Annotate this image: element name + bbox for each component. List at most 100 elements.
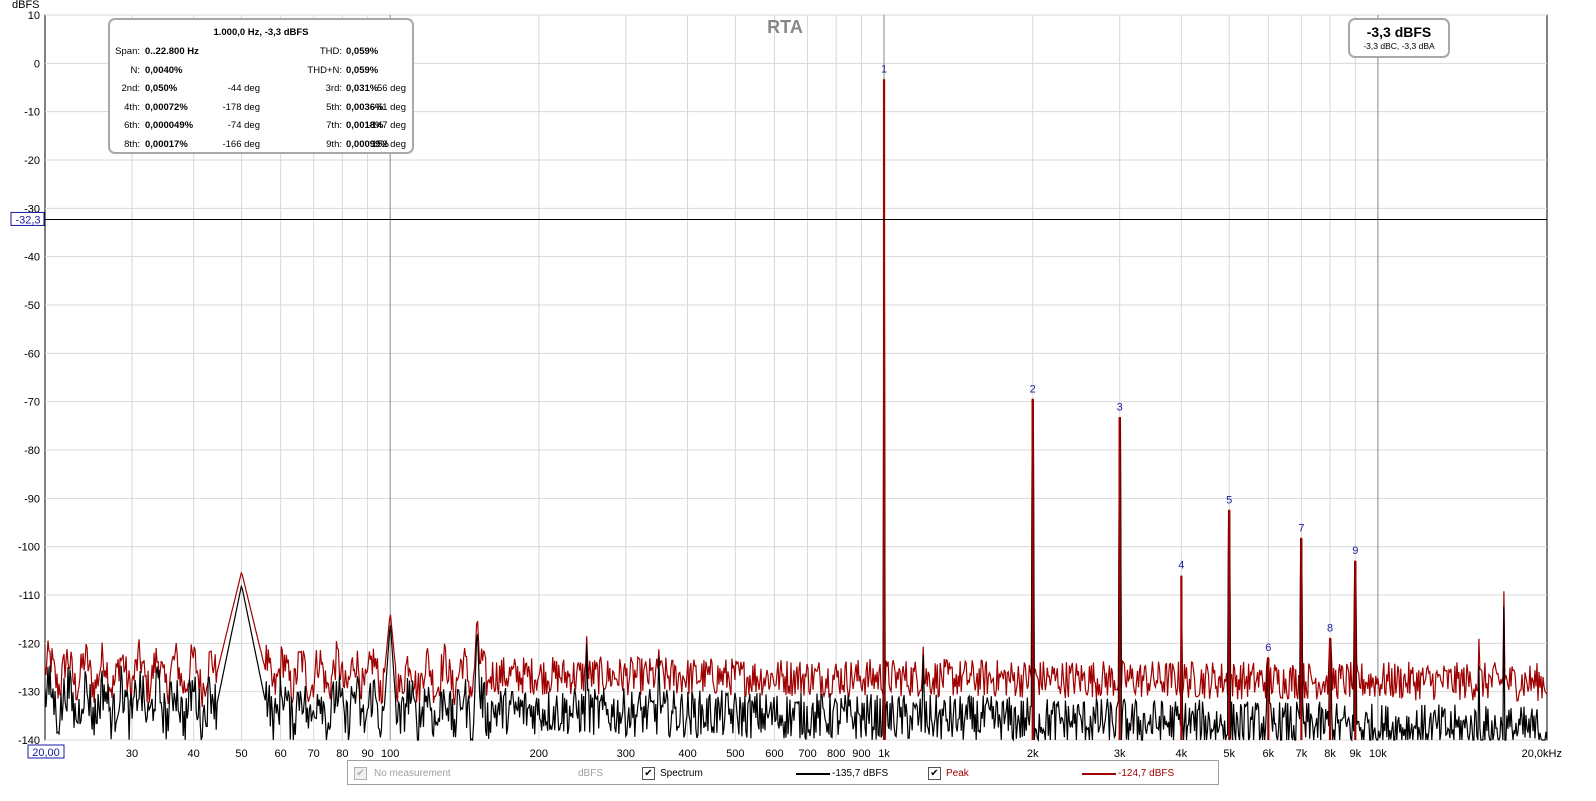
info-value: 0,0040% — [145, 64, 183, 76]
y-tick-label: -120 — [18, 638, 40, 650]
harmonic-label: 1 — [881, 63, 887, 75]
info-phase: -74 deg — [227, 120, 260, 132]
x-tick-label: 800 — [827, 748, 845, 760]
info-label: 2nd: — [121, 83, 141, 95]
y-tick-label: -130 — [18, 687, 40, 699]
x-tick-label: 3k — [1114, 748, 1126, 760]
info-row: 6th: 0,000049% -74 deg 7th: 0,0018% -147 deg — [110, 120, 412, 134]
info-value: 0,00099% — [346, 139, 389, 150]
info-row: 8th: 0,00017% -166 deg 9th: 0,00099% 152 deg — [110, 139, 412, 153]
info-title: 1.000,0 Hz, -3,3 dBFS — [213, 27, 309, 38]
cursor-line[interactable]: -32,3 — [10, 211, 1547, 226]
info-label: THD: — [319, 46, 342, 57]
harmonic-label: 3 — [1117, 402, 1123, 414]
info-phase: -147 deg — [368, 120, 406, 132]
info-phase: -166 deg — [222, 139, 260, 150]
y-tick-label: -70 — [24, 397, 40, 409]
info-label: 5th: — [326, 101, 342, 113]
x-tick-label: 6k — [1263, 748, 1275, 760]
no-measurement-checkbox[interactable]: ✔ — [354, 767, 367, 780]
level-sub: -3,3 dBC, -3,3 dBA — [1363, 41, 1435, 51]
x-tick-label: 30 — [126, 748, 138, 760]
info-row: 2nd: 0,050% -44 deg 3rd: 0,031% 56 deg — [110, 83, 412, 97]
x-tick-label: 600 — [765, 748, 783, 760]
harmonic-label: 9 — [1352, 545, 1358, 557]
x-tick-label: 70 — [308, 748, 320, 760]
x-tick-label: 5k — [1223, 748, 1235, 760]
info-label: THD+N: — [307, 64, 342, 76]
spectrum-label: Spectrum — [660, 768, 703, 779]
spectrum-swatch — [796, 773, 830, 775]
info-row: 4th: 0,00072% -178 deg 5th: 0,0036% -61 deg — [110, 102, 412, 116]
legend-bar: ✔ No measurement dBFS ✔ Spectrum -135,7 … — [347, 760, 1219, 785]
info-value: 0,00017% — [145, 139, 188, 150]
y-tick-label: -80 — [24, 445, 40, 457]
cursor-level-box[interactable] — [10, 211, 45, 226]
x-tick-label: 40 — [188, 748, 200, 760]
x-tick-label: 700 — [798, 748, 816, 760]
y-tick-label: -140 — [18, 735, 40, 747]
info-phase: -44 deg — [227, 83, 260, 95]
info-row: N: 0,0040% THD+N: 0,059% — [110, 65, 412, 79]
axes: 100-10-20-30-40-50-60-70-80-90-100-110-1… — [12, 0, 1562, 760]
harmonic-markers: 1 2 3 4 5 6 7 8 9 — [881, 63, 1358, 740]
info-phase: -178 deg — [222, 101, 260, 113]
x-tick-label: 80 — [336, 748, 348, 760]
y-tick-label: -40 — [24, 252, 40, 264]
info-phase: 56 deg — [376, 83, 406, 95]
y-tick-label: -60 — [24, 348, 40, 360]
info-value: 0,059% — [346, 46, 379, 57]
level-main: -3,3 dBFS — [1366, 24, 1432, 40]
x-tick-label: 50 — [235, 748, 247, 760]
info-value: 0,000049% — [145, 120, 194, 132]
info-value: 0,031% — [346, 83, 379, 95]
peak-checkbox[interactable]: ✔ — [928, 767, 941, 780]
x-tick-label: 400 — [678, 748, 696, 760]
info-label: 8th: — [124, 139, 140, 150]
info-label: 7th: — [326, 120, 342, 132]
info-value: 0,0018% — [346, 120, 384, 132]
x-start-box[interactable] — [27, 744, 65, 759]
peak-swatch — [1082, 773, 1116, 775]
y-tick-label: -90 — [24, 493, 40, 505]
x-tick-label: 10k — [1369, 748, 1387, 760]
series-layer — [44, 79, 1548, 743]
x-tick-label: 900 — [852, 748, 870, 760]
spectrum-level: -135,7 dBFS — [832, 768, 889, 779]
harmonic-label: 8 — [1327, 623, 1333, 635]
y-tick-label: -20 — [24, 155, 40, 167]
level-meter-panel[interactable]: -3,3 dBFS -3,3 dBC, -3,3 dBA — [1348, 18, 1450, 58]
y-tick-label: -50 — [24, 300, 40, 312]
info-label: 6th: — [124, 120, 140, 132]
series-spectrum-line — [44, 80, 1548, 743]
x-start-label: 20,00 — [32, 747, 60, 759]
y-tick-label: -110 — [19, 590, 40, 602]
x-end-label: 20,0kHz — [1522, 748, 1562, 760]
cursor-level-label: -32,3 — [15, 214, 40, 226]
distortion-info-panel[interactable]: 1.000,0 Hz, -3,3 dBFS Span: 0..22.800 Hz T… — [108, 18, 414, 154]
peak-label: Peak — [946, 768, 969, 779]
x-tick-label: 60 — [275, 748, 287, 760]
info-label: Span: — [115, 46, 140, 57]
info-label: 9th: — [326, 139, 342, 150]
y-tick-label: 10 — [28, 10, 40, 22]
info-label: 4th: — [124, 101, 140, 113]
spectrum-checkbox[interactable]: ✔ — [642, 767, 655, 780]
info-label: N: — [130, 64, 141, 76]
info-value: 0,059% — [346, 64, 379, 76]
x-tick-label: 90 — [361, 748, 373, 760]
harmonic-label: 4 — [1178, 560, 1184, 572]
info-row: Span: 0..22.800 Hz THD: 0,059% — [110, 46, 412, 60]
x-tick-label: 100 — [381, 748, 399, 760]
no-measurement-unit: dBFS — [578, 768, 604, 779]
info-value: 0,00072% — [145, 101, 188, 113]
x-tick-label: 8k — [1324, 748, 1336, 760]
x-tick-label: 9k — [1349, 748, 1361, 760]
harmonic-label: 6 — [1265, 642, 1271, 654]
info-phase: -61 deg — [373, 101, 406, 113]
no-measurement-label: No measurement — [374, 768, 451, 779]
y-tick-label: -100 — [18, 542, 40, 554]
x-tick-label: 7k — [1296, 748, 1308, 760]
harmonic-label: 5 — [1226, 494, 1232, 506]
